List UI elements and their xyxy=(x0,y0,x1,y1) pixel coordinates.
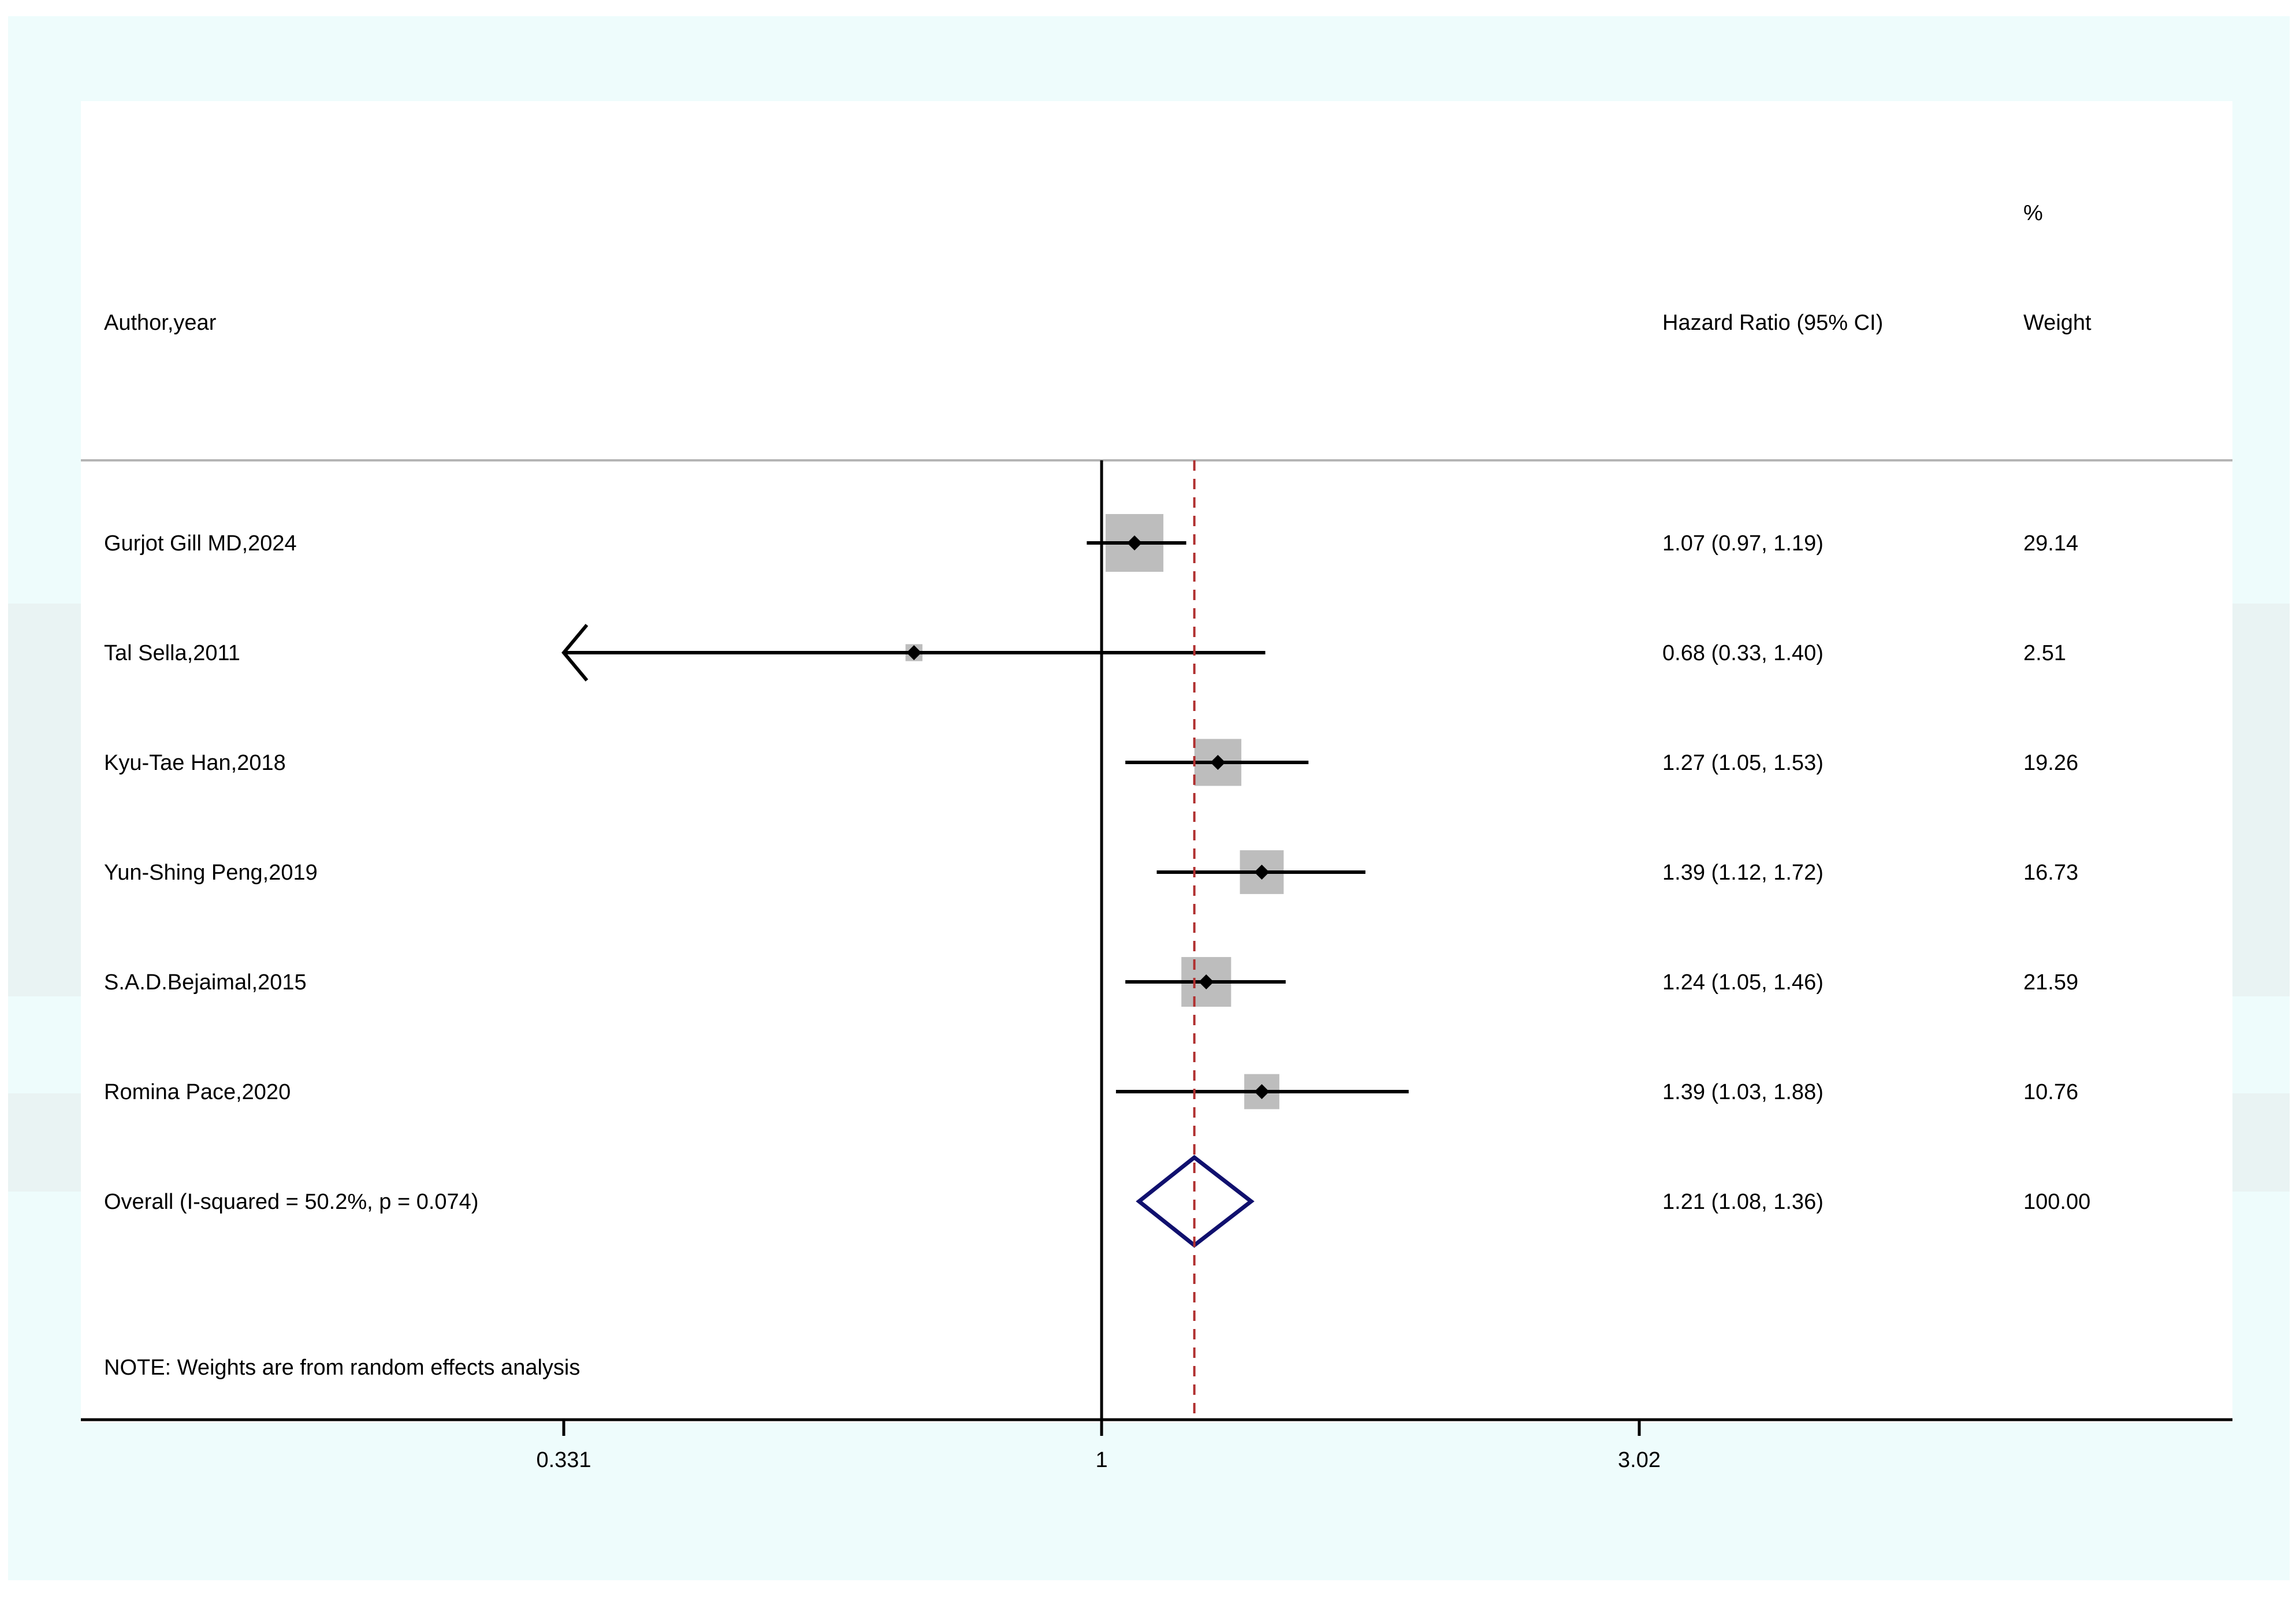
study-weight: 19.26 xyxy=(2023,751,2078,775)
hazard-ratio-ci: 1.39 (1.12, 1.72) xyxy=(1662,861,1824,885)
weight-header-percent: % xyxy=(2023,201,2043,225)
study-weight: 2.51 xyxy=(2023,641,2066,665)
overall-weight: 100.00 xyxy=(2023,1190,2090,1214)
study-weight: 16.73 xyxy=(2023,861,2078,885)
point-estimate xyxy=(1254,865,1270,880)
x-tick-label: 3.02 xyxy=(1618,1448,1661,1472)
effect-column-header: Hazard Ratio (95% CI) xyxy=(1662,311,1883,335)
study-row: Yun-Shing Peng,2019 1.39 (1.12, 1.72) 16.7… xyxy=(104,850,2078,894)
hazard-ratio-ci: 1.24 (1.05, 1.46) xyxy=(1662,970,1824,995)
weight-column-header: Weight xyxy=(2023,311,2092,335)
overall-hazard-ratio-ci: 1.21 (1.08, 1.36) xyxy=(1662,1190,1824,1214)
x-axis: 0.331 1 3.02 xyxy=(81,1418,2232,1472)
study-label: Tal Sella,2011 xyxy=(104,641,240,665)
hazard-ratio-ci: 0.68 (0.33, 1.40) xyxy=(1662,641,1824,665)
point-estimate xyxy=(1127,535,1143,550)
x-tick-label: 1 xyxy=(1096,1448,1108,1472)
study-label: Kyu-Tae Han,2018 xyxy=(104,751,286,775)
overall-row: Overall (I-squared = 50.2%, p = 0.074) 1.… xyxy=(104,1155,2090,1248)
point-estimate xyxy=(1254,1084,1270,1099)
point-estimate xyxy=(906,645,922,660)
study-rows: Gurjot Gill MD,2024 1.07 (0.97, 1.19) 29.1… xyxy=(104,514,2078,1110)
study-weight: 21.59 xyxy=(2023,970,2078,995)
study-label: S.A.D.Bejaimal,2015 xyxy=(104,970,307,995)
note-text: NOTE: Weights are from random effects an… xyxy=(104,1356,580,1380)
overall-diamond xyxy=(1136,1155,1255,1248)
overall-label: Overall (I-squared = 50.2%, p = 0.074) xyxy=(104,1190,478,1214)
hazard-ratio-ci: 1.07 (0.97, 1.19) xyxy=(1662,531,1824,556)
study-row: Gurjot Gill MD,2024 1.07 (0.97, 1.19) 29.1… xyxy=(104,514,2078,572)
study-weight: 29.14 xyxy=(2023,531,2078,556)
study-row: Romina Pace,2020 1.39 (1.03, 1.88) 10.76 xyxy=(104,1074,2078,1110)
hazard-ratio-ci: 1.39 (1.03, 1.88) xyxy=(1662,1080,1824,1104)
ci-truncation-arrow xyxy=(561,624,589,682)
study-label: Romina Pace,2020 xyxy=(104,1080,291,1104)
x-tick-label: 0.331 xyxy=(536,1448,591,1472)
study-column-header: Author,year xyxy=(104,311,217,335)
point-estimate xyxy=(1210,755,1226,770)
study-label: Gurjot Gill MD,2024 xyxy=(104,531,297,556)
study-row: S.A.D.Bejaimal,2015 1.24 (1.05, 1.46) 21.5… xyxy=(104,956,2078,1007)
study-row: Tal Sella,2011 0.68 (0.33, 1.40) 2.51 xyxy=(104,624,2066,682)
point-estimate xyxy=(1199,974,1214,989)
hazard-ratio-ci: 1.27 (1.05, 1.53) xyxy=(1662,751,1824,775)
study-row: Kyu-Tae Han,2018 1.27 (1.05, 1.53) 19.26 xyxy=(104,739,2078,786)
study-weight: 10.76 xyxy=(2023,1080,2078,1104)
study-label: Yun-Shing Peng,2019 xyxy=(104,861,318,885)
